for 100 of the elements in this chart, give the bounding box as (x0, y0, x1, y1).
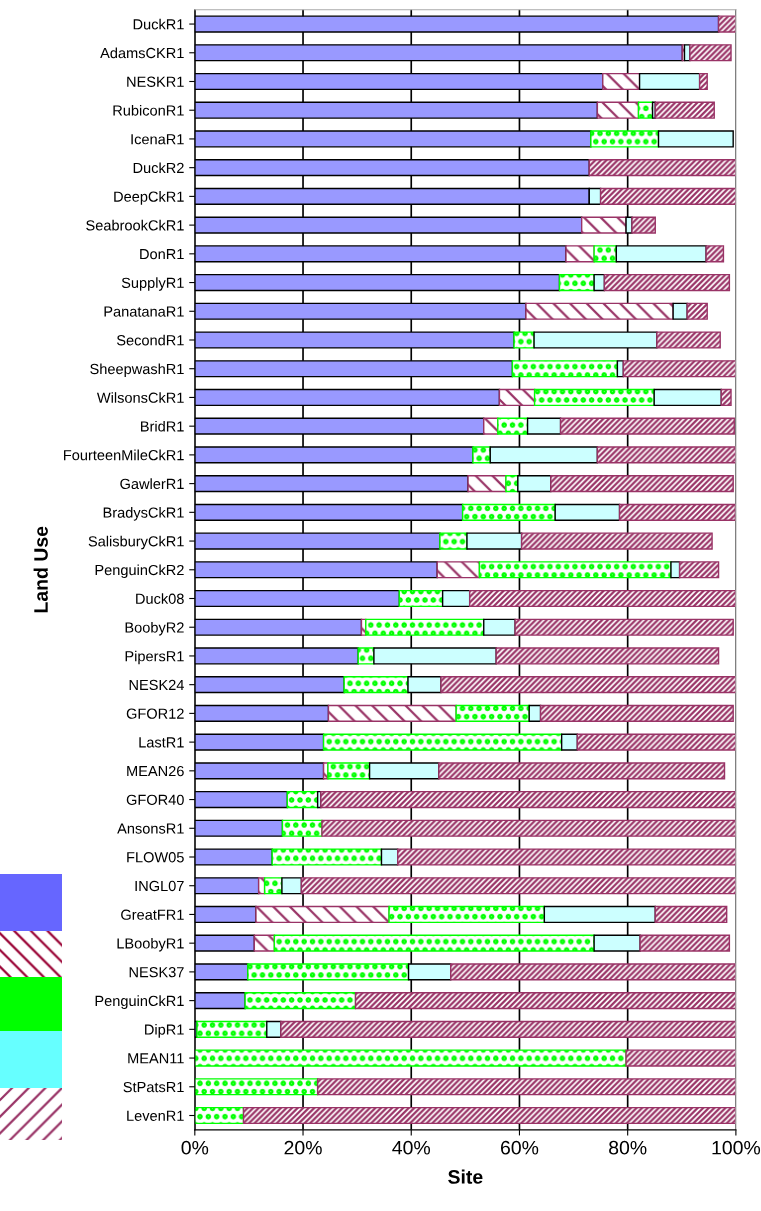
bar (266, 1020, 282, 1038)
bar (657, 130, 734, 148)
bar (513, 331, 535, 349)
bar (196, 1020, 268, 1038)
x-tick-label: 40% (392, 1140, 431, 1155)
y-tick-label: PenguinCkR1 (95, 995, 184, 1009)
bar (398, 589, 444, 608)
bar (654, 101, 715, 119)
y-axis-title: Land Use (33, 526, 48, 613)
bar (602, 72, 641, 91)
bar (705, 245, 725, 263)
y-tick-label: LastR1 (139, 737, 184, 748)
bar (639, 934, 731, 952)
bar (596, 101, 640, 119)
y-tick-label: StPatsR1 (123, 1081, 184, 1093)
bar (593, 273, 606, 292)
y-tick-label: WilsonsCkR1 (96, 392, 184, 403)
y-tick-label: NESK24 (129, 679, 184, 691)
bar (576, 733, 736, 751)
y-tick-label: GFOR12 (126, 708, 184, 719)
bar (497, 417, 529, 435)
bar (678, 561, 720, 579)
y-tick-label: RubiconR1 (113, 104, 184, 116)
bar (533, 388, 655, 407)
bar (505, 475, 519, 493)
y-tick-label: DeepCkR1 (114, 191, 184, 205)
bar (588, 159, 736, 177)
bar (467, 475, 507, 493)
x-tick-label: 100% (712, 1140, 761, 1155)
y-tick-label: AdamsCKR1 (100, 47, 184, 59)
bar (194, 1106, 245, 1125)
bar (281, 877, 303, 895)
y-tick-label: BradysCkR1 (103, 507, 184, 521)
bar (539, 704, 734, 722)
bar (495, 647, 720, 665)
bar (320, 790, 736, 809)
y-tick-label: DonR1 (140, 249, 184, 260)
x-tick-label: 80% (609, 1140, 647, 1155)
bar (596, 446, 736, 464)
bar (286, 790, 319, 809)
bar (194, 1049, 627, 1067)
y-tick-label: DipR1 (145, 1024, 184, 1038)
bar (593, 245, 618, 263)
bar (244, 992, 357, 1010)
y-tick-label: SupplyR1 (121, 277, 184, 291)
bar (622, 360, 736, 378)
bar (194, 1078, 319, 1096)
y-tick-label: DuckR2 (133, 162, 184, 174)
bar (526, 417, 562, 435)
bar (554, 503, 621, 521)
bar (280, 1020, 736, 1038)
bar (656, 331, 721, 349)
bar (550, 475, 734, 493)
y-tick-label: NESK37 (129, 966, 184, 978)
bar (514, 618, 734, 636)
y-tick-label: GreatFR1 (121, 909, 184, 920)
y-tick-label: GFOR40 (126, 794, 184, 805)
y-tick-label: Duck08 (136, 593, 184, 604)
y-tick-label: SalisburyCkR1 (88, 535, 184, 550)
y-tick-label: INGL07 (135, 880, 184, 892)
x-tick-label: 0% (181, 1140, 209, 1155)
bar (255, 905, 390, 924)
y-tick-label: PenguinCkR2 (95, 564, 184, 579)
x-tick-label: 20% (284, 1140, 322, 1155)
bar (511, 360, 619, 378)
bar (439, 532, 468, 550)
y-tick-label: PipersR1 (125, 650, 184, 665)
bar (472, 446, 491, 464)
bar (316, 1078, 736, 1096)
bar (450, 963, 736, 981)
y-tick-label: BridR1 (141, 420, 184, 432)
bar (560, 733, 579, 751)
bar (558, 273, 595, 292)
bar (625, 1049, 736, 1067)
y-tick-label: IcenaR1 (131, 134, 184, 145)
bar (654, 905, 728, 924)
bar (717, 15, 736, 33)
bar (631, 216, 656, 234)
y-tick-label: LevenR1 (127, 1110, 184, 1121)
bar (653, 388, 722, 407)
bar (322, 733, 563, 751)
bar (388, 905, 546, 924)
bar (559, 417, 735, 435)
bar (599, 187, 736, 205)
y-tick-label: SheepwashR1 (90, 363, 184, 378)
bar (637, 101, 654, 119)
y-tick-label: PanatanaR1 (104, 306, 184, 317)
bar (590, 130, 660, 148)
bar (281, 819, 323, 837)
bar (689, 44, 732, 62)
bar (380, 848, 399, 866)
bar (525, 302, 674, 320)
y-tick-label: SecondR1 (116, 334, 184, 346)
bar (468, 589, 736, 608)
y-tick-label: GawlerR1 (120, 478, 184, 490)
y-tick-label: MEAN26 (127, 765, 184, 777)
bar (478, 561, 672, 579)
bar (321, 819, 736, 837)
bar (580, 216, 627, 234)
bar (441, 589, 471, 608)
